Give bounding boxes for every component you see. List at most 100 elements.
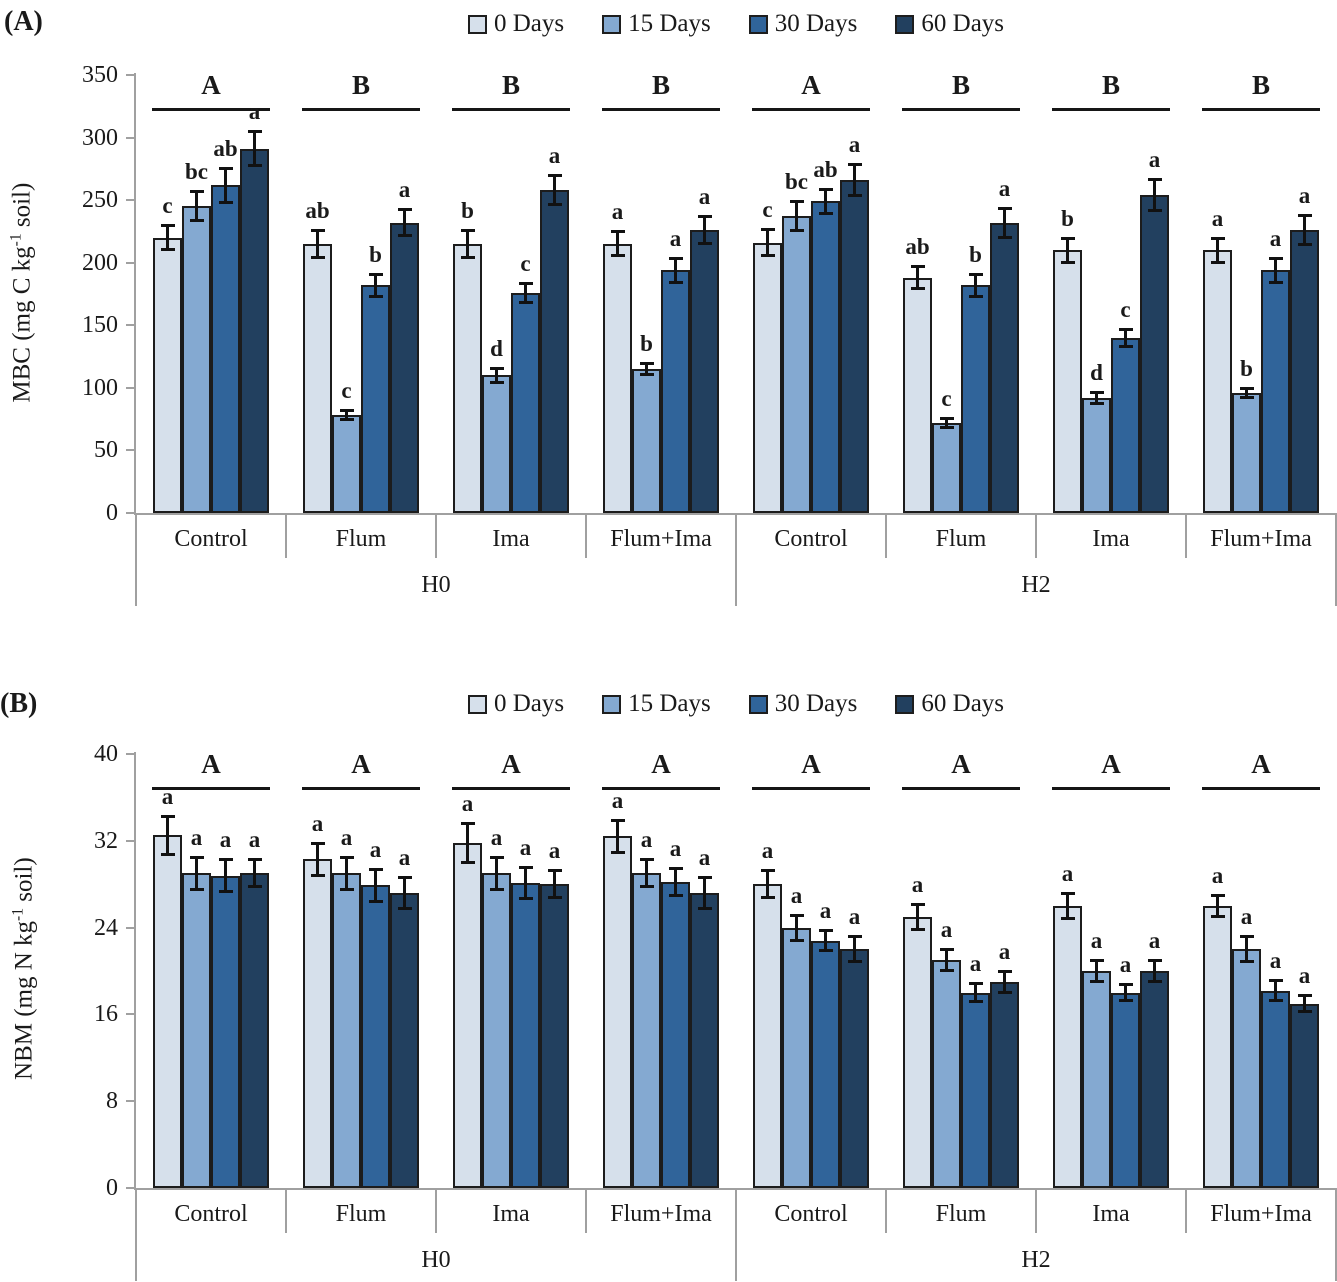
group-sig-line — [1202, 108, 1320, 111]
error-bar — [553, 175, 556, 206]
sig-letter: c — [162, 193, 173, 219]
error-bar — [1124, 329, 1127, 347]
group-sig-letter: A — [651, 749, 671, 779]
group-sig-letter: B — [351, 70, 370, 100]
error-bar — [1274, 257, 1277, 283]
error-bar-cap-top — [1147, 959, 1162, 963]
sig-letter: a — [1211, 205, 1224, 231]
error-bar-cap-top — [1060, 891, 1075, 895]
error-bar — [645, 362, 648, 376]
error-bar-cap-top — [1089, 390, 1104, 394]
error-bar-cap-top — [968, 272, 983, 276]
error-bar — [166, 225, 169, 251]
y-tick-mark — [126, 1187, 134, 1189]
legend-label: 30 Days — [774, 690, 858, 717]
bar-30-days — [961, 992, 990, 1188]
error-bar — [195, 857, 198, 890]
axis-divider — [1335, 1190, 1337, 1281]
error-bar-cap-top — [1210, 236, 1225, 240]
sig-letter: a — [1269, 947, 1282, 973]
legend-item-15-days: 15 Days — [602, 690, 711, 718]
sig-letter: a — [1148, 146, 1161, 172]
y-tick-label: 0 — [106, 500, 118, 526]
bar-0-days — [453, 842, 482, 1188]
bar-15-days — [332, 873, 361, 1188]
bar-15-days — [932, 422, 961, 513]
category-label-ima: Ima — [492, 1201, 530, 1227]
error-bar-cap-bottom — [518, 897, 533, 901]
category-label-flum: Flum — [935, 526, 987, 552]
bar-30-days — [661, 882, 690, 1188]
error-bar-cap-top — [1297, 214, 1312, 218]
x-axis-line — [134, 513, 1337, 515]
error-bar-cap-bottom — [1297, 1010, 1312, 1014]
sig-letter: a — [490, 825, 503, 851]
error-bar-cap-bottom — [847, 960, 862, 964]
error-bar — [403, 876, 406, 910]
error-bar-cap-top — [368, 868, 383, 871]
legend-label: 15 Days — [628, 10, 711, 37]
sig-letter: c — [341, 378, 352, 404]
sig-letter: a — [998, 175, 1011, 201]
y-tick-label: 300 — [82, 124, 118, 151]
error-bar — [1124, 984, 1127, 1002]
y-tick-label: 150 — [82, 312, 118, 339]
error-bar-cap-bottom — [218, 889, 233, 893]
block-label-h2: H2 — [1021, 1247, 1051, 1273]
error-bar — [703, 876, 706, 910]
group-sig-line — [1202, 787, 1320, 790]
axis-divider — [585, 1190, 587, 1233]
block-label-h0: H0 — [421, 1247, 451, 1273]
bar-60-days — [1290, 1003, 1319, 1188]
panel-b-label: (B) — [0, 688, 38, 719]
category-label-flum-ima: Flum+Ima — [610, 526, 712, 552]
error-bar — [945, 417, 948, 428]
bar-0-days — [753, 242, 782, 513]
axis-divider — [135, 515, 137, 606]
bar-0-days — [153, 835, 182, 1188]
axis-divider — [435, 1190, 437, 1233]
axis-divider — [135, 1190, 137, 1281]
error-bar-cap-top — [1118, 328, 1133, 332]
error-bar-cap-bottom — [760, 896, 775, 900]
bar-60-days — [390, 892, 419, 1188]
error-bar-cap-top — [189, 190, 204, 194]
y-tick-label: 24 — [94, 914, 118, 941]
axis-divider — [1185, 1190, 1187, 1233]
axis-divider — [735, 515, 737, 606]
group-sig-line — [602, 787, 720, 790]
error-bar-cap-top — [968, 981, 983, 985]
legend-item-60-days: 60 Days — [895, 10, 1004, 38]
y-axis-line — [134, 73, 136, 515]
error-bar-cap-top — [189, 856, 204, 860]
sig-letter: d — [490, 335, 503, 361]
sig-letter: a — [190, 825, 203, 851]
bar-15-days — [1232, 392, 1261, 513]
sig-letter: b — [461, 198, 474, 224]
error-bar-cap-bottom — [1268, 280, 1283, 284]
error-bar-cap-bottom — [1147, 979, 1162, 983]
axis-divider — [885, 515, 887, 558]
error-bar-cap-bottom — [818, 949, 833, 953]
bar-60-days — [540, 190, 569, 513]
bar-60-days — [840, 180, 869, 513]
bar-0-days — [903, 277, 932, 513]
error-bar — [945, 949, 948, 971]
error-bar-cap-bottom — [218, 200, 233, 204]
bar-0-days — [153, 237, 182, 513]
error-bar-cap-top — [1268, 978, 1283, 982]
group-sig-letter: A — [501, 749, 521, 779]
error-bar — [224, 859, 227, 892]
group-sig-line — [902, 108, 1020, 111]
legend-label: 30 Days — [774, 10, 858, 37]
error-bar — [616, 820, 619, 853]
bar-60-days — [990, 222, 1019, 513]
error-bar-cap-bottom — [789, 229, 804, 233]
error-bar — [1066, 237, 1069, 263]
bar-15-days — [1082, 971, 1111, 1188]
error-bar-cap-top — [160, 814, 175, 818]
bar-15-days — [632, 873, 661, 1188]
